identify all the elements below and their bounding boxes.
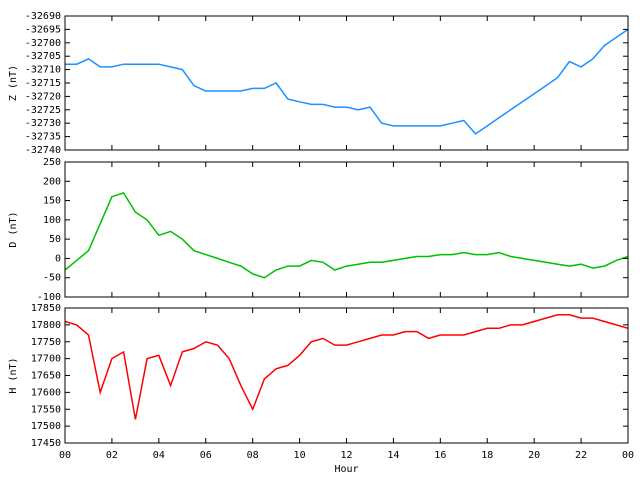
y-tick-label: 17800 bbox=[31, 320, 61, 331]
plot-frame bbox=[64, 15, 629, 151]
y-tick-label: -32690 bbox=[25, 11, 61, 22]
y-tick-label: -32695 bbox=[25, 24, 61, 35]
x-axis-label: Hour bbox=[334, 464, 358, 475]
x-tick-label: 22 bbox=[575, 450, 587, 461]
y-tick-label: 17600 bbox=[31, 387, 61, 398]
y-axis-label: D (nT) bbox=[8, 211, 19, 247]
y-tick-label: 0 bbox=[55, 253, 61, 264]
y-tick-label: -32705 bbox=[25, 51, 61, 62]
data-line bbox=[64, 314, 629, 420]
y-tick-label: -32735 bbox=[25, 132, 61, 143]
x-tick-label: 18 bbox=[481, 450, 493, 461]
plot-frame bbox=[64, 307, 629, 444]
data-line bbox=[65, 28, 629, 135]
data-line bbox=[64, 192, 629, 279]
y-tick-label: -50 bbox=[43, 273, 61, 284]
y-tick-label: -100 bbox=[37, 292, 61, 303]
x-tick-label: 14 bbox=[387, 450, 399, 461]
y-tick-label: -32715 bbox=[25, 78, 61, 89]
y-tick-label: 250 bbox=[43, 157, 61, 168]
y-tick-label: 17700 bbox=[31, 354, 61, 365]
y-axis-label: Z (nT) bbox=[8, 65, 19, 101]
y-tick-label: 17850 bbox=[31, 303, 61, 314]
y-tick-label: -32740 bbox=[25, 145, 61, 156]
x-tick-label: 16 bbox=[434, 450, 446, 461]
y-tick-label: 17650 bbox=[31, 371, 61, 382]
x-tick-label: 10 bbox=[294, 450, 306, 461]
y-tick-label: 150 bbox=[43, 196, 61, 207]
x-tick-label: 00 bbox=[622, 450, 634, 461]
x-tick-label: 06 bbox=[200, 450, 212, 461]
x-tick-label: 12 bbox=[340, 450, 352, 461]
y-tick-label: 17750 bbox=[31, 337, 61, 348]
x-tick-label: 00 bbox=[59, 450, 71, 461]
x-tick-label: 04 bbox=[153, 450, 165, 461]
y-tick-label: -32710 bbox=[25, 65, 61, 76]
y-tick-label: 50 bbox=[49, 234, 61, 245]
y-tick-label: -32720 bbox=[25, 91, 61, 102]
x-tick-label: 08 bbox=[247, 450, 259, 461]
y-tick-label: -32730 bbox=[25, 118, 61, 129]
plot-frame bbox=[64, 161, 629, 298]
y-tick-label: 200 bbox=[43, 176, 61, 187]
y-tick-label: 17500 bbox=[31, 421, 61, 432]
y-tick-label: 100 bbox=[43, 215, 61, 226]
y-tick-label: -32725 bbox=[25, 105, 61, 116]
y-tick-label: 17550 bbox=[31, 404, 61, 415]
y-axis-label: H (nT) bbox=[8, 357, 19, 393]
x-tick-label: 02 bbox=[106, 450, 118, 461]
x-tick-label: 20 bbox=[528, 450, 540, 461]
y-tick-label: -32700 bbox=[25, 38, 61, 49]
y-tick-label: 17450 bbox=[31, 438, 61, 449]
